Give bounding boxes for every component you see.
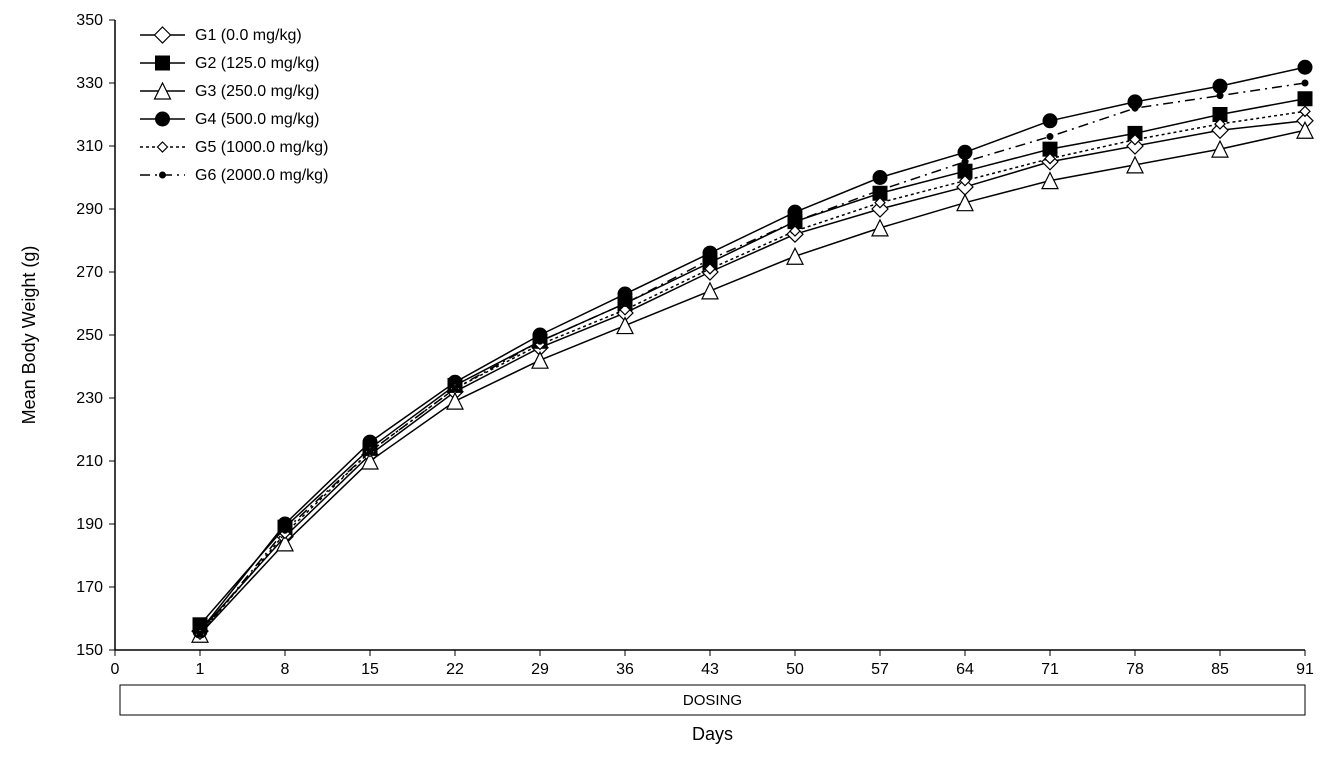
marker-dot — [197, 631, 203, 637]
x-tick-label: 0 — [111, 661, 120, 678]
marker-circle — [788, 205, 802, 219]
legend-item-G3: G3 (250.0 mg/kg) — [140, 83, 320, 100]
marker-dot — [1302, 80, 1308, 86]
legend-label: G4 (500.0 mg/kg) — [195, 111, 320, 128]
x-tick-label: 22 — [446, 661, 464, 678]
marker-triangle — [702, 283, 718, 299]
body-weight-chart: 150 170 190 210 230 250 270 290 310 330 350 0 1 8 15 22… — [0, 0, 1335, 770]
legend-label: G5 (1000.0 mg/kg) — [195, 139, 328, 156]
legend-label: G2 (125.0 mg/kg) — [195, 55, 320, 72]
series-G1 — [192, 113, 1313, 639]
marker-triangle — [617, 318, 633, 334]
x-tick-label: 1 — [196, 661, 205, 678]
x-tick-label: 15 — [361, 661, 379, 678]
x-tick-label: 64 — [956, 661, 974, 678]
marker-triangle — [787, 248, 803, 264]
x-tick-label: 57 — [871, 661, 889, 678]
marker-triangle — [1042, 173, 1058, 189]
marker-dot — [160, 172, 166, 178]
legend-item-G5: G5 (1000.0 mg/kg) — [140, 139, 328, 156]
x-tick-label: 29 — [531, 661, 549, 678]
marker-diamond — [158, 142, 168, 152]
marker-circle — [1298, 60, 1312, 74]
x-tick-label: 36 — [616, 661, 634, 678]
y-tick-label: 310 — [76, 138, 103, 155]
x-tick-label: 91 — [1296, 661, 1314, 678]
marker-dot — [707, 256, 713, 262]
marker-triangle — [1127, 157, 1143, 173]
legend-label: G1 (0.0 mg/kg) — [195, 27, 302, 44]
series-line-G5 — [200, 111, 1305, 634]
marker-dot — [1047, 134, 1053, 140]
y-tick-label: 350 — [76, 12, 103, 29]
y-tick-label: 210 — [76, 453, 103, 470]
marker-square — [156, 56, 170, 70]
marker-diamond — [1300, 106, 1310, 116]
marker-dot — [1132, 105, 1138, 111]
marker-triangle — [532, 352, 548, 368]
y-tick-label: 330 — [76, 75, 103, 92]
marker-dot — [877, 187, 883, 193]
legend-item-G1: G1 (0.0 mg/kg) — [140, 27, 302, 44]
y-tick-label: 150 — [76, 642, 103, 659]
series-line-G1 — [200, 121, 1305, 631]
series-G3 — [192, 122, 1313, 642]
marker-square — [1298, 92, 1312, 106]
marker-diamond — [155, 27, 171, 43]
series-line-G3 — [200, 130, 1305, 634]
x-tick-label: 50 — [786, 661, 804, 678]
y-tick-label: 190 — [76, 516, 103, 533]
y-tick-label: 290 — [76, 201, 103, 218]
legend-item-G2: G2 (125.0 mg/kg) — [140, 55, 320, 72]
marker-circle — [1213, 79, 1227, 93]
y-tick-label: 250 — [76, 327, 103, 344]
dosing-label: DOSING — [683, 692, 742, 709]
y-tick-label: 170 — [76, 579, 103, 596]
x-tick-label: 71 — [1041, 661, 1059, 678]
legend-label: G6 (2000.0 mg/kg) — [195, 167, 328, 184]
marker-dot — [1217, 93, 1223, 99]
x-tick-label: 85 — [1211, 661, 1229, 678]
series-line-G4 — [200, 67, 1305, 631]
marker-dot — [792, 219, 798, 225]
marker-circle — [618, 287, 632, 301]
series-G2 — [193, 92, 1312, 632]
chart-svg: 150 170 190 210 230 250 270 290 310 330 350 0 1 8 15 22… — [0, 0, 1335, 770]
series-G5 — [195, 106, 1310, 639]
x-tick-label: 43 — [701, 661, 719, 678]
marker-dot — [367, 449, 373, 455]
marker-triangle — [872, 220, 888, 236]
y-tick-label: 270 — [76, 264, 103, 281]
marker-triangle — [1297, 122, 1313, 138]
marker-dot — [622, 301, 628, 307]
marker-dot — [452, 386, 458, 392]
marker-circle — [1043, 114, 1057, 128]
legend-item-G6: G6 (2000.0 mg/kg) — [140, 167, 328, 184]
legend-label: G3 (250.0 mg/kg) — [195, 83, 320, 100]
series-line-G2 — [200, 99, 1305, 625]
y-axis-label: Mean Body Weight (g) — [19, 246, 39, 425]
marker-circle — [873, 171, 887, 185]
marker-circle — [156, 112, 170, 126]
marker-dot — [282, 527, 288, 533]
y-tick-label: 230 — [76, 390, 103, 407]
marker-dot — [537, 338, 543, 344]
marker-triangle — [957, 195, 973, 211]
marker-circle — [958, 145, 972, 159]
marker-dot — [962, 159, 968, 165]
x-tick-label: 78 — [1126, 661, 1144, 678]
marker-triangle — [1212, 141, 1228, 157]
x-tick-label: 8 — [281, 661, 290, 678]
series-G4 — [193, 60, 1312, 638]
x-axis-label: Days — [692, 724, 733, 744]
legend-item-G4: G4 (500.0 mg/kg) — [140, 111, 320, 128]
